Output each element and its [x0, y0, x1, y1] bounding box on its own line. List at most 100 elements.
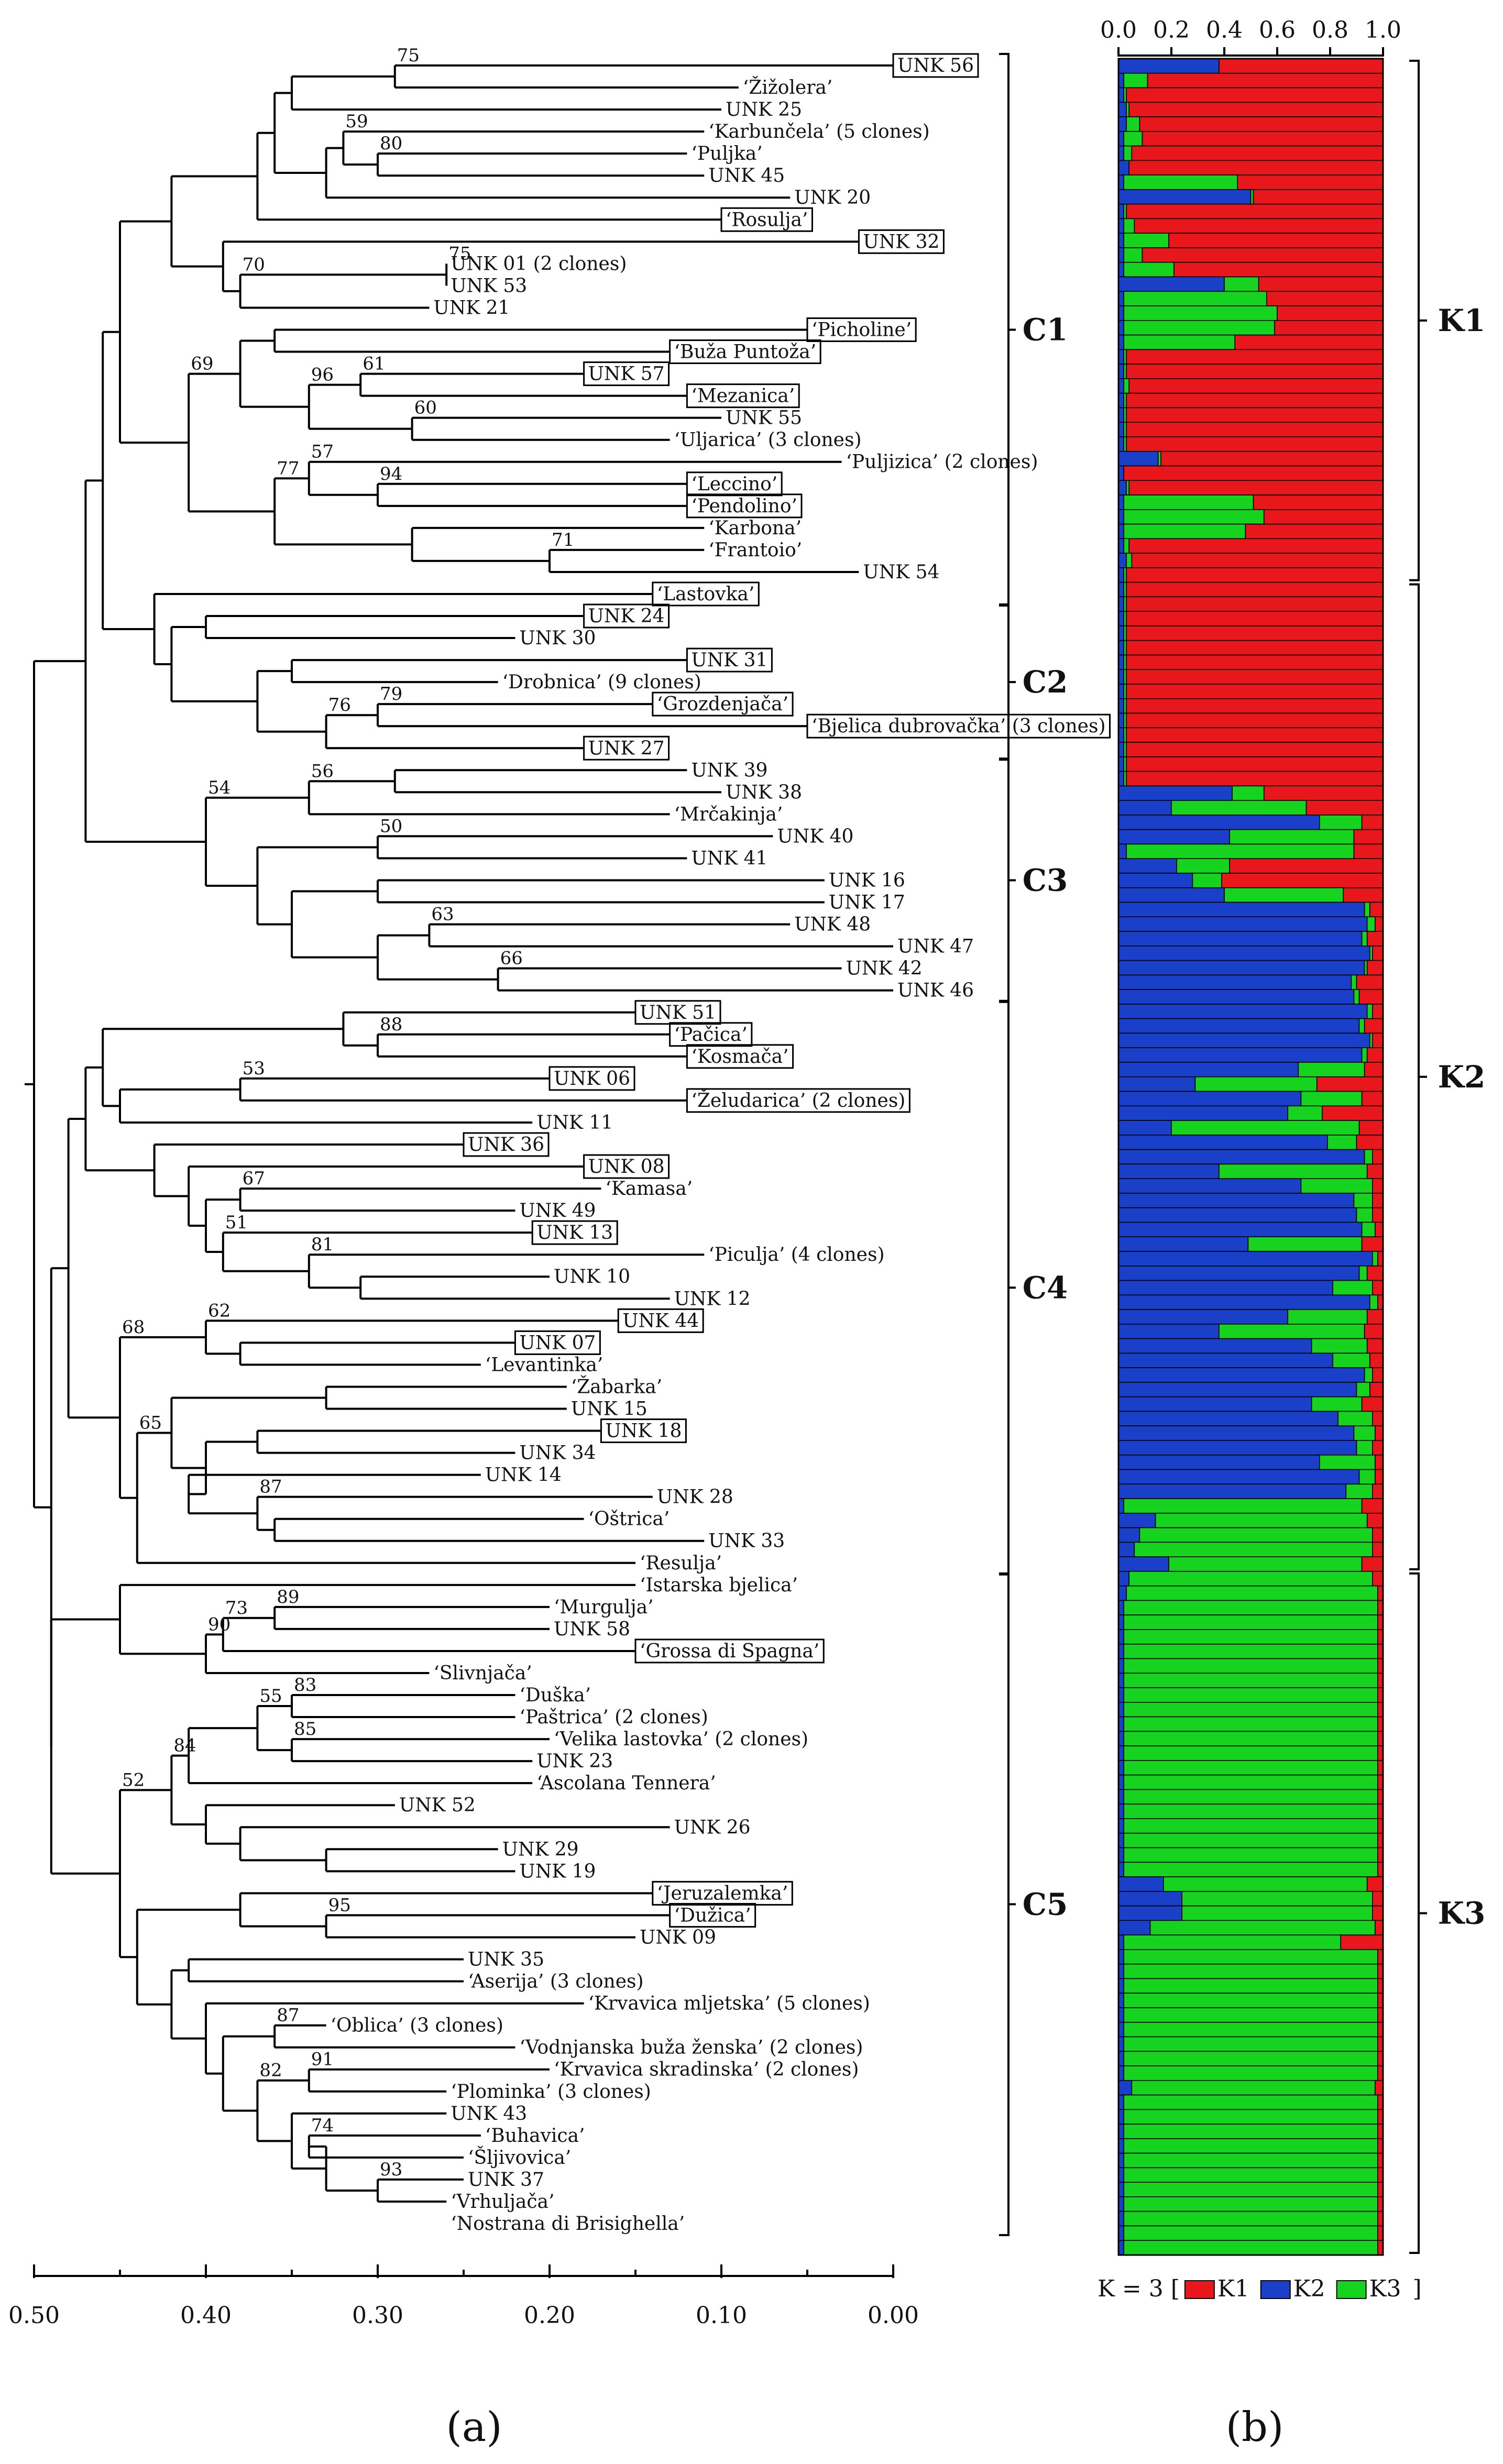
bar-k2 — [1118, 1963, 1124, 1979]
bar-k2 — [1118, 1876, 1164, 1892]
leaf-label: ‘Šljivovica’ — [468, 2147, 571, 2169]
bar-k3 — [1351, 974, 1357, 990]
bootstrap-label: 75 — [448, 243, 471, 264]
bar-k1 — [1364, 1062, 1384, 1077]
leaf-label: ‘Resulja’ — [640, 1553, 722, 1574]
distance-axis-tick-label: 0.20 — [524, 2302, 575, 2329]
bar-k3 — [1358, 1265, 1368, 1281]
bar-k2 — [1118, 1396, 1312, 1412]
leaf-label-box — [686, 493, 803, 519]
bar-k1 — [1126, 407, 1384, 423]
k-group-bracket — [1409, 60, 1427, 581]
bar-k3 — [1139, 1527, 1373, 1543]
bootstrap-label: 76 — [328, 695, 351, 716]
distance-axis-tick-label: 0.10 — [696, 2302, 747, 2329]
bar-k2 — [1118, 480, 1127, 496]
bar-k1 — [1372, 1367, 1384, 1383]
bar-k2 — [1118, 2138, 1124, 2154]
bar-k3 — [1332, 1280, 1373, 1296]
leaf-label: UNK 48 — [794, 914, 871, 936]
bar-k1 — [1263, 785, 1384, 801]
leaf-label: UNK 58 — [554, 1619, 630, 1640]
leaf-label: UNK 20 — [794, 187, 871, 208]
leaf-label-box — [892, 53, 979, 78]
bar-k2 — [1118, 1774, 1124, 1790]
bar-k1 — [1369, 1382, 1384, 1398]
leaf-label: ‘Grozdenjača’ — [657, 694, 788, 715]
bar-k1 — [1126, 611, 1384, 626]
leaf-label: ‘Puljizica’ (2 clones) — [846, 452, 1038, 473]
bar-k3 — [1171, 800, 1307, 816]
bar-k1 — [1126, 640, 1384, 656]
bar-k3 — [1123, 2167, 1378, 2183]
bar-k1 — [1131, 145, 1384, 161]
bar-k3 — [1364, 1149, 1373, 1165]
bar-k1 — [1377, 2007, 1384, 2023]
bar-k1 — [1147, 72, 1384, 89]
bar-k2 — [1118, 102, 1127, 117]
bar-k1 — [1126, 349, 1384, 365]
leaf-label-box — [669, 339, 821, 365]
bar-k1 — [1126, 669, 1384, 685]
bar-k3 — [1134, 1542, 1373, 1557]
bootstrap-label: 71 — [552, 530, 574, 551]
bar-k2 — [1118, 1542, 1135, 1557]
leaf-label: ‘Bjelica dubrovačka’ (3 clones) — [811, 716, 1106, 737]
bar-k3 — [1247, 1236, 1363, 1252]
bar-k1 — [1322, 1105, 1384, 1121]
bar-k2 — [1118, 931, 1363, 947]
bar-k1 — [1353, 843, 1384, 860]
bar-k2 — [1118, 378, 1124, 394]
bar-k1 — [1377, 1963, 1384, 1979]
bar-k1 — [1258, 276, 1384, 292]
bar-k2 — [1118, 1760, 1124, 1776]
leaf-label: ‘Piculja’ (4 clones) — [708, 1244, 884, 1266]
bootstrap-label: 85 — [294, 1719, 316, 1740]
bootstrap-label: 60 — [414, 398, 437, 419]
leaf-label: UNK 53 — [451, 275, 527, 296]
bar-k3 — [1123, 131, 1143, 147]
bar-k2 — [1118, 2109, 1124, 2125]
bar-k3 — [1123, 1818, 1378, 1834]
bar-k1 — [1358, 989, 1384, 1005]
bar-k2 — [1118, 1890, 1182, 1907]
cluster-bracket-C1 — [999, 53, 1016, 607]
bar-k2 — [1118, 756, 1124, 772]
bar-k1 — [1126, 712, 1384, 729]
leaf-label: ‘Žabarka’ — [571, 1376, 662, 1398]
bar-k2 — [1118, 771, 1124, 787]
bar-k2 — [1118, 160, 1130, 175]
bar-k1 — [1221, 873, 1384, 888]
bar-k2 — [1118, 1222, 1363, 1238]
bar-k2 — [1118, 1352, 1333, 1368]
cluster-label: C4 — [1023, 1270, 1068, 1305]
bootstrap-label: 93 — [380, 2159, 402, 2180]
bar-k3 — [1298, 1062, 1365, 1077]
bar-k3 — [1128, 1571, 1373, 1587]
bar-k1 — [1372, 1193, 1384, 1208]
bar-k1 — [1366, 1047, 1384, 1063]
bar-k2 — [1118, 1993, 1124, 2008]
bootstrap-label: 89 — [277, 1587, 299, 1608]
bar-k1 — [1366, 1513, 1384, 1528]
bar-k3 — [1123, 145, 1133, 161]
leaf-label: ‘Kosmača’ — [691, 1046, 788, 1068]
leaf-label: ‘Karbona’ — [708, 518, 802, 539]
bar-k1 — [1372, 1178, 1384, 1194]
leaf-label: UNK 11 — [536, 1112, 613, 1134]
bar-k1 — [1126, 684, 1384, 699]
bar-k2 — [1118, 553, 1127, 568]
bar-k2 — [1118, 1600, 1124, 1615]
bar-k1 — [1131, 553, 1384, 568]
legend-entry-K3: K3 — [1369, 2275, 1401, 2302]
bar-k3 — [1300, 1178, 1373, 1194]
leaf-label: ‘Puljka’ — [691, 143, 762, 164]
legend-suffix: ] — [1412, 2275, 1421, 2302]
bar-k1 — [1372, 1571, 1384, 1587]
bar-k1 — [1377, 1643, 1384, 1659]
leaf-label: ‘Murgulja’ — [554, 1597, 654, 1618]
bar-k2 — [1118, 1004, 1368, 1019]
cluster-label: C5 — [1023, 1886, 1068, 1922]
bar-k2 — [1118, 334, 1124, 350]
leaf-label: UNK 19 — [519, 1861, 596, 1882]
